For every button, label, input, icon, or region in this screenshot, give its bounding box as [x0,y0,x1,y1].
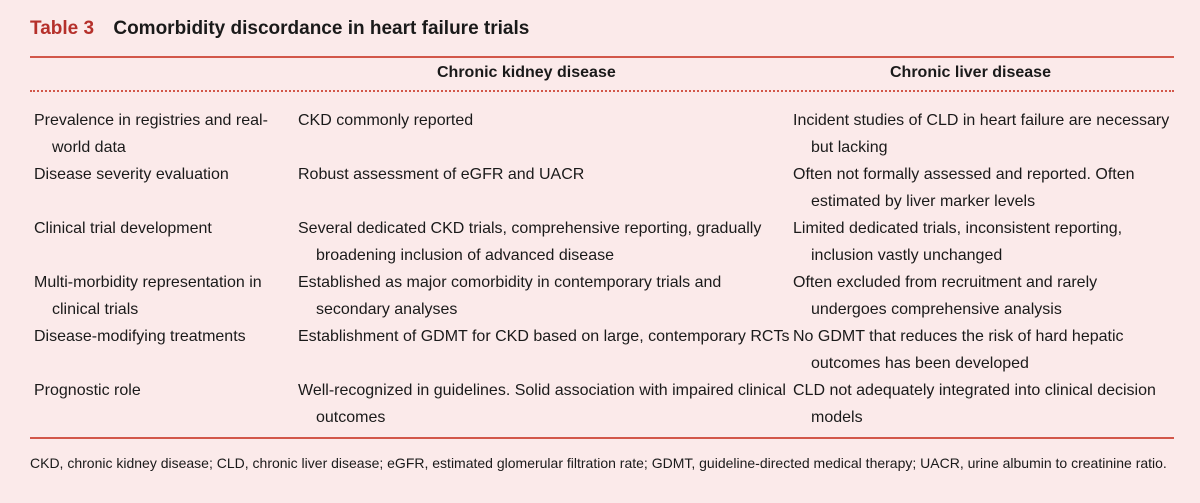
comorbidity-table: Prevalence in registries and real-world … [30,107,1174,431]
row-cld-value: Incident studies of CLD in heart failure… [793,112,1170,156]
row-ckd-value: Robust assessment of eGFR and UACR [298,166,585,183]
row-ckd-value: Several dedicated CKD trials, comprehens… [298,220,762,264]
table-row: Clinical trial development Several dedic… [30,215,1174,269]
row-feature: Prognostic role [34,382,141,399]
table-title: Comorbidity discordance in heart failure… [113,18,530,39]
row-feature: Multi-morbidity representation in clinic… [34,274,262,318]
row-ckd-value: Established as major comorbidity in cont… [298,274,722,318]
table-label: Table 3 [30,18,95,39]
row-feature: Clinical trial development [34,220,212,237]
row-ckd-value: CKD commonly reported [298,112,474,129]
table-row: Multi-morbidity representation in clinic… [30,269,1174,323]
row-feature: Disease severity evaluation [34,166,229,183]
row-cld-value: Often not formally assessed and reported… [793,166,1135,210]
row-ckd-value: Well-recognized in guidelines. Solid ass… [298,382,786,426]
column-header-ckd: Chronic kidney disease [437,64,616,81]
row-ckd-value: Establishment of GDMT for CKD based on l… [298,328,790,345]
row-feature: Disease-modifying treatments [34,328,246,345]
top-rule [30,56,1174,58]
row-cld-value: Often excluded from recruitment and rare… [793,274,1098,318]
table-title-row: Table 3 Comorbidity discordance in heart… [30,18,529,46]
table-row: Disease severity evaluation Robust asses… [30,161,1174,215]
table-row: Prognostic role Well-recognized in guide… [30,377,1174,431]
row-cld-value: CLD not adequately integrated into clini… [793,382,1156,426]
table-footnote: CKD, chronic kidney disease; CLD, chroni… [30,455,1167,471]
table-row: Prevalence in registries and real-world … [30,107,1174,161]
row-cld-value: No GDMT that reduces the risk of hard he… [793,328,1124,372]
bottom-rule [30,437,1174,439]
header-dotted-rule [30,90,1174,92]
row-cld-value: Limited dedicated trials, inconsistent r… [793,220,1123,264]
column-header-cld: Chronic liver disease [890,64,1051,81]
table-row: Disease-modifying treatments Establishme… [30,323,1174,377]
row-feature: Prevalence in registries and real-world … [34,112,268,156]
